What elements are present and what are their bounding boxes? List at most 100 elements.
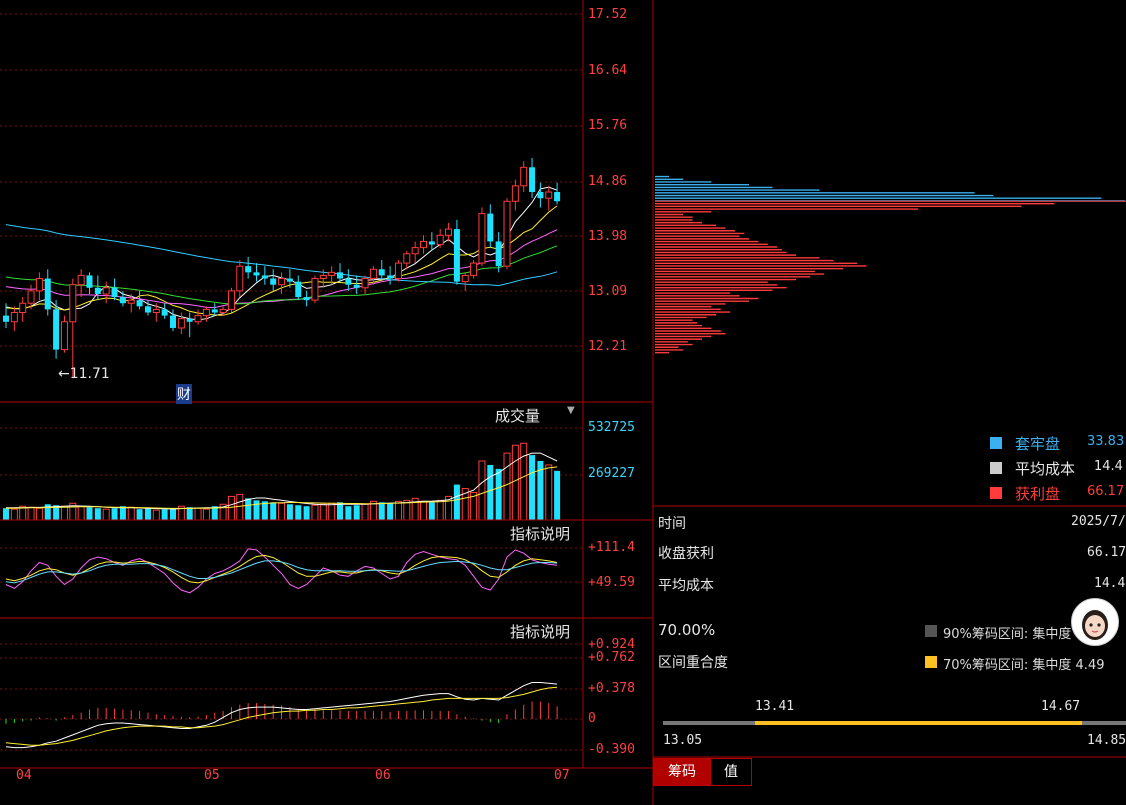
candle-body — [303, 297, 310, 301]
volume-bar — [86, 507, 93, 520]
candle-body — [27, 290, 35, 304]
moving-average-lines — [5, 186, 558, 321]
volume-tick: 269227 — [588, 466, 635, 481]
candle-body — [387, 275, 394, 279]
range-fill — [755, 721, 1082, 725]
price-tick: 12.21 — [588, 339, 628, 354]
finance-event-marker[interactable]: 财 — [176, 384, 192, 404]
volume-bar — [303, 506, 310, 520]
candle-body — [144, 306, 151, 313]
volume-bar — [503, 452, 511, 521]
volume-bar — [529, 455, 536, 520]
legend-label-profit: 获利盘 — [1015, 485, 1061, 503]
dropdown-arrow-icon[interactable]: ▼ — [567, 405, 575, 416]
candle-body — [394, 262, 402, 280]
volume-bar — [94, 508, 101, 520]
ma10-line — [5, 205, 558, 316]
candle-body — [278, 278, 286, 286]
indicator1-line — [5, 560, 558, 584]
candle-body — [19, 302, 27, 314]
volume-bar — [328, 502, 336, 521]
candle-body — [261, 275, 268, 279]
macd-line — [5, 686, 558, 746]
candle-body — [495, 241, 502, 267]
info-label-close-profit: 收盘获利 — [658, 546, 714, 562]
volume-bar — [119, 506, 126, 520]
macd-line — [5, 682, 558, 749]
volume-bar — [319, 503, 327, 521]
profit-legend-icon — [990, 487, 1002, 499]
candle-body — [3, 315, 9, 322]
price-tick: 15.76 — [588, 118, 628, 133]
volume-title[interactable]: 成交量 — [495, 407, 541, 425]
volume-bar — [436, 499, 444, 521]
indicator2-tick: +0.924 — [588, 637, 635, 652]
volume-bar — [3, 508, 9, 520]
volume-bar — [136, 509, 143, 520]
candle-body — [403, 253, 411, 264]
tab-value[interactable]: 值 — [710, 758, 752, 786]
indicator2-tick: -0.390 — [588, 742, 635, 757]
candle-body — [53, 309, 60, 350]
legend-value-profit: 66.17 — [1087, 484, 1125, 499]
volume-bar — [102, 508, 110, 521]
avatar-face-icon — [1082, 610, 1108, 640]
candle-body — [411, 247, 419, 255]
volume-bar — [545, 464, 553, 521]
range70-swatch — [925, 656, 937, 668]
volume-bar — [520, 442, 528, 521]
candle-body — [245, 266, 252, 273]
indicator1-title[interactable]: 指标说明 — [510, 525, 571, 543]
volume-bar — [286, 504, 293, 520]
candle-body — [311, 278, 319, 301]
candle-body — [10, 312, 18, 323]
candle-body — [520, 166, 528, 187]
volume-tick: 532725 — [588, 420, 635, 435]
volume-bar — [345, 506, 352, 520]
info-label-avg-cost: 平均成本 — [658, 578, 714, 594]
volume-bar — [537, 461, 544, 520]
avatar[interactable] — [1071, 598, 1119, 646]
candle-body — [236, 265, 244, 292]
range-top-right: 14.67 — [1041, 699, 1081, 714]
price-tick: 16.64 — [588, 63, 628, 78]
candle-body — [453, 229, 460, 282]
legend-label-trapped: 套牢盘 — [1015, 435, 1061, 453]
volume-bar — [202, 508, 210, 521]
volume-bar — [378, 502, 385, 520]
volume-bar — [487, 464, 494, 520]
candle-body — [111, 287, 118, 298]
indicator2-macd — [5, 682, 558, 749]
avg-cost-legend-icon — [990, 462, 1002, 474]
volume-bar — [361, 503, 369, 521]
volume-bar — [278, 502, 286, 521]
tab-chips[interactable]: 筹码 — [653, 758, 711, 786]
candlestick-series[interactable] — [3, 158, 561, 377]
candle-body — [194, 315, 202, 323]
volume-ma-line — [6, 466, 558, 509]
price-tick: 14.86 — [588, 174, 628, 189]
volume-bar — [245, 498, 252, 520]
candle-body — [345, 278, 352, 285]
candle-body — [420, 240, 427, 249]
candle-body — [270, 278, 277, 285]
volume-bar — [495, 468, 502, 520]
volume-bar — [420, 500, 427, 521]
range-bottom-right: 14.85 — [1087, 733, 1126, 748]
candle-body — [77, 274, 85, 286]
price-tick: 13.09 — [588, 284, 628, 299]
volume-bar — [161, 509, 168, 520]
volume-bar — [478, 460, 486, 521]
candle-body — [86, 275, 93, 288]
candle-body — [152, 308, 160, 314]
date-tick: 04 — [16, 768, 32, 783]
indicator2-tick: +0.378 — [588, 681, 635, 696]
info-label-time: 时间 — [658, 516, 686, 532]
volume-bars — [3, 442, 561, 521]
date-tick: 07 — [554, 768, 570, 783]
candle-body — [136, 300, 143, 307]
percent-value: 70.00% — [658, 621, 716, 639]
indicator2-title[interactable]: 指标说明 — [510, 623, 571, 641]
candle-body — [170, 315, 176, 328]
